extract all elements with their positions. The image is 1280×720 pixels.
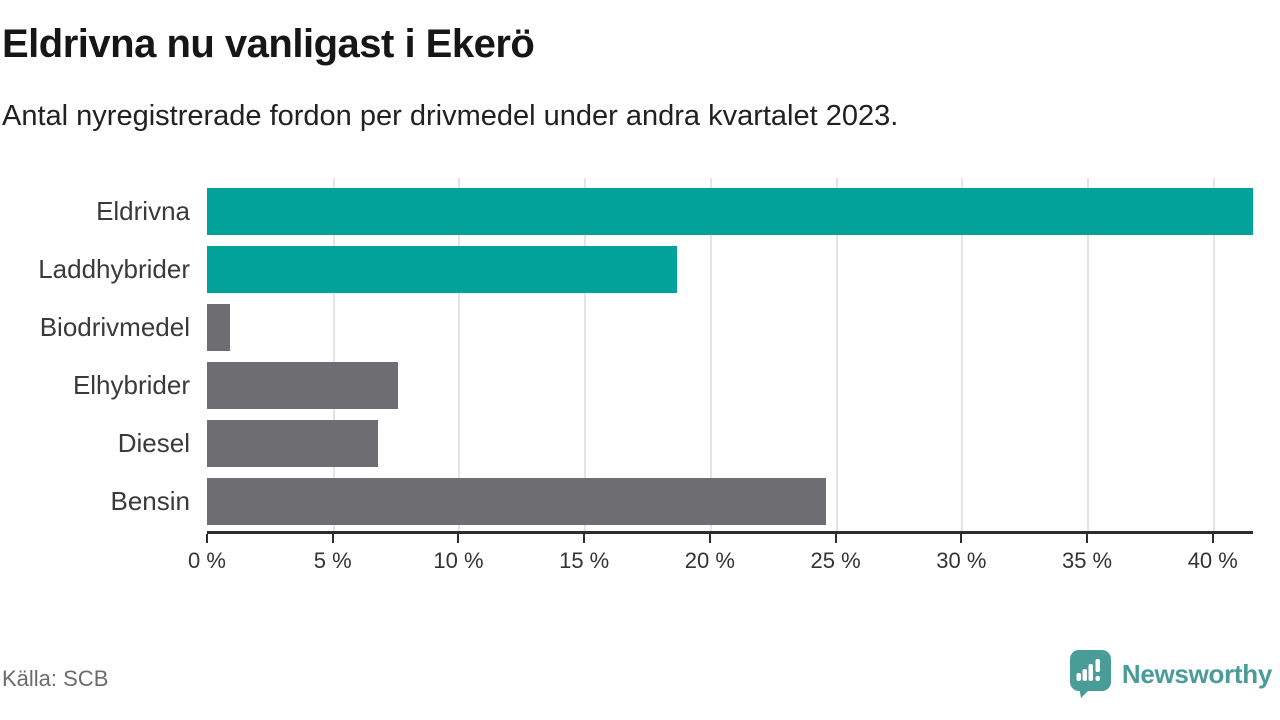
newsworthy-logo-icon (1069, 650, 1111, 698)
category-label-diesel: Diesel (117, 428, 190, 458)
x-tick-label-0: 0 % (188, 548, 226, 573)
x-tick-40 (1211, 534, 1214, 543)
gridline-40 (1212, 178, 1215, 531)
category-label-elhybrider: Elhybrider (72, 370, 190, 400)
bar-eldrivna (207, 188, 1253, 235)
x-tick-35 (1086, 534, 1089, 543)
plot-area: 0 % 5 % 10 % 15 % 20 % 25 % 30 % 35 % 40 % (188, 178, 1253, 573)
x-tick-15 (583, 534, 586, 543)
bar-chart: Eldrivna Laddhybrider Biodrivmedel Elhybrid… (0, 178, 1253, 573)
gridline-35 (1087, 178, 1090, 531)
gridline-15 (584, 178, 587, 531)
bar-biodrivmedel (207, 304, 230, 351)
category-axis: Eldrivna Laddhybrider Biodrivmedel Elhybrid… (0, 178, 190, 531)
x-tick-label-35: 35 % (1061, 548, 1113, 573)
gridline-25 (835, 178, 838, 531)
x-tick-label-25: 25 % (810, 548, 861, 573)
chart-subtitle: Antal nyregistrerade fordon per drivmede… (2, 100, 899, 132)
bar-elhybrider (207, 362, 399, 409)
x-tick-20 (708, 534, 711, 543)
grid-layer (207, 178, 1253, 531)
x-tick-label-40: 40 % (1187, 548, 1238, 573)
x-tick-label-30: 30 % (936, 548, 987, 573)
category-label-bensin: Bensin (110, 486, 191, 516)
category-label-laddhybrider: Laddhybrider (38, 254, 190, 284)
x-tick-label-20: 20 % (684, 548, 735, 573)
gridline-20 (709, 178, 712, 531)
bar-bensin (207, 478, 826, 525)
bars-layer (207, 178, 1253, 531)
category-label-biodrivmedel: Biodrivmedel (39, 312, 190, 342)
bar-laddhybrider (207, 246, 678, 293)
x-tick-10 (457, 534, 460, 543)
gridline-5 (332, 178, 335, 531)
source-label: Källa: SCB (2, 666, 109, 691)
bar-diesel (207, 420, 378, 467)
x-tick-5 (331, 534, 334, 543)
category-label-eldrivna: Eldrivna (96, 196, 190, 226)
x-tick-0 (206, 534, 208, 543)
newsworthy-logo-text: Newsworthy (1121, 659, 1272, 689)
x-tick-label-15: 15 % (559, 548, 610, 573)
newsworthy-logo: Newsworthy (1069, 650, 1272, 698)
x-tick-label-5: 5 % (313, 548, 352, 573)
gridline-10 (458, 178, 461, 531)
chart-title: Eldrivna nu vanligast i Ekerö (2, 22, 535, 66)
x-tick-25 (834, 534, 837, 543)
x-tick-30 (960, 534, 963, 543)
gridline-30 (961, 178, 964, 531)
x-tick-label-10: 10 % (433, 548, 484, 573)
